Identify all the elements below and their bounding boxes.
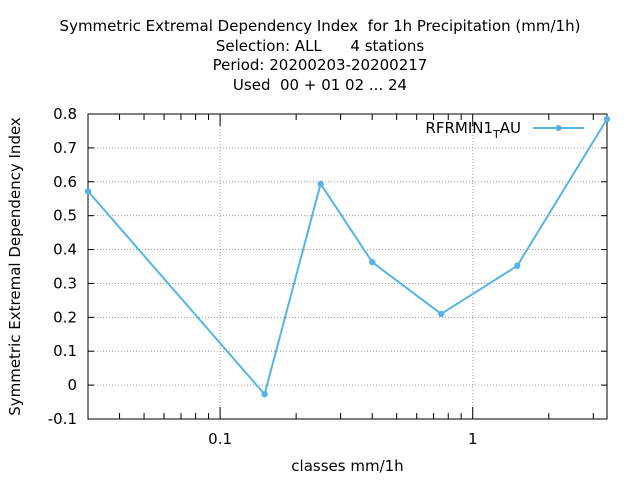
y-tick-label: 0.5 bbox=[53, 207, 77, 225]
y-tick-label: 0 bbox=[67, 376, 77, 394]
y-tick-label: 0.4 bbox=[53, 241, 77, 259]
series-layer bbox=[84, 115, 611, 398]
data-point bbox=[437, 310, 445, 318]
y-tick-label: -0.1 bbox=[48, 410, 77, 428]
plot-frame bbox=[87, 113, 608, 420]
title-line-1: Symmetric Extremal Dependency Index for … bbox=[59, 17, 581, 35]
data-point bbox=[261, 391, 268, 398]
tick-labels: -0.1 0 0.1 0.2 0.3 0.4 0.5 0.6 0.7 0.8 0.1 1 bbox=[48, 105, 478, 448]
grid bbox=[88, 114, 607, 419]
title-line-2: Selection: ALL 4 stations bbox=[215, 36, 425, 55]
data-point bbox=[514, 262, 521, 270]
y-tick-label: 0.2 bbox=[53, 308, 77, 326]
title-line-3: Period: 20200203-20200217 bbox=[212, 56, 428, 74]
legend-label-main: RFRMIN1 bbox=[425, 119, 493, 137]
y-tick-label: 0.3 bbox=[53, 274, 77, 292]
y-tick-label: 0.1 bbox=[53, 342, 77, 360]
legend-swatch-marker bbox=[555, 125, 562, 131]
data-point bbox=[603, 115, 611, 123]
title-line-4: Used 00 + 01 02 ... 24 bbox=[232, 75, 408, 94]
legend: RFRMIN1TAU bbox=[425, 119, 584, 141]
legend-label: RFRMIN1TAU bbox=[425, 119, 521, 141]
data-point bbox=[368, 258, 376, 266]
y-tick-label: 0.8 bbox=[53, 105, 77, 123]
x-axis-label: classes mm/1h bbox=[291, 457, 403, 475]
chart-title: Symmetric Extremal Dependency Index for … bbox=[0, 17, 640, 95]
legend-label-tail: AU bbox=[500, 119, 521, 137]
x-tick-label: 1 bbox=[468, 430, 478, 448]
x-tick-label: 0.1 bbox=[208, 430, 232, 448]
y-axis-label: Symmetric Extremal Dependency Index bbox=[6, 117, 24, 416]
y-tick-label: 0.7 bbox=[53, 139, 77, 157]
legend-label-sub: T bbox=[492, 128, 500, 141]
y-tick-label: 0.6 bbox=[53, 173, 77, 191]
axis-ticks bbox=[88, 113, 607, 420]
series-line bbox=[87, 118, 608, 396]
data-point bbox=[84, 188, 92, 195]
data-point bbox=[317, 180, 324, 188]
